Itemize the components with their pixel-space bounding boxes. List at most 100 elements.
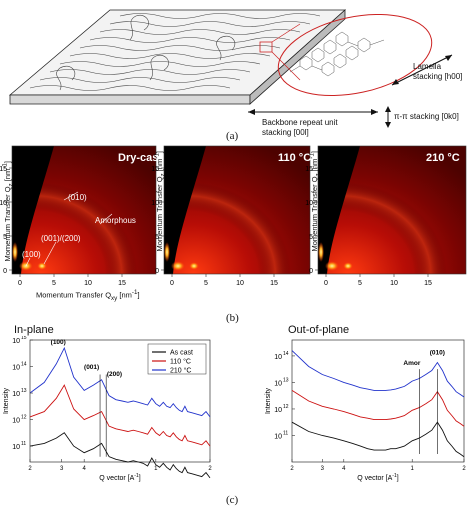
zoom-ellipse <box>277 13 433 97</box>
ytick-exponent: 14 <box>283 351 289 357</box>
map-ytick-label: 0 <box>155 268 159 275</box>
film-slab-front <box>9 94 251 105</box>
spot-200 <box>189 262 199 270</box>
map-xtick-label: 10 <box>236 280 244 287</box>
ytick-label: 10 <box>274 433 282 440</box>
map-ylabel-3: Momentum Transfer Qz [nm-1] <box>308 151 322 252</box>
series-line-1 <box>291 390 465 427</box>
map-ytick-label: 15 <box>0 166 7 173</box>
panel-b-label: (b) <box>226 312 239 324</box>
legend-label-2: 210 °C <box>170 367 191 375</box>
lamella-label: Lamella <box>413 62 442 71</box>
polymer-chains <box>29 13 321 91</box>
xtick-label: 2 <box>28 466 32 472</box>
pointer-amorphous <box>99 213 113 225</box>
gixd-map-0: 0 5 10 15 0 5 10 15 <box>0 145 157 287</box>
annot-010: (010) <box>68 193 87 202</box>
zoom-box <box>259 41 273 53</box>
xtick-label: 2 <box>462 466 466 472</box>
ytick-label: 10 <box>274 380 282 387</box>
ytick-exponent: 15 <box>21 336 27 341</box>
missing-wedge <box>12 146 54 274</box>
yaxis-label: Intensity <box>265 387 272 414</box>
ytick-label: 10 <box>12 418 20 425</box>
map-ytick-label: 10 <box>0 200 7 207</box>
pointer-010 <box>63 191 79 201</box>
annot-001-200: (001)/(200) <box>41 234 81 243</box>
xaxis-label-sup: -1 <box>134 473 139 479</box>
xtick-label: 3 <box>321 466 325 472</box>
map-ytick-label: 15 <box>305 166 313 173</box>
xtick-label: 4 <box>342 466 346 472</box>
yaxis-label: Intensity <box>3 387 10 414</box>
ytick-label: 10 <box>274 407 282 414</box>
annot-amorphous: Amorphous <box>95 216 136 225</box>
map-ytick-label: 5 <box>309 234 313 241</box>
legend-label-0: As cast <box>170 350 193 357</box>
map-xtick-label: 5 <box>204 280 208 287</box>
series-line-1 <box>29 384 211 447</box>
xtick-label: 2 <box>290 466 294 472</box>
map-ylabel-2: Momentum Transfer Qz [nm-1] <box>153 151 167 252</box>
peak-label-0: (100) <box>51 339 66 346</box>
ytick-label: 10 <box>12 365 20 372</box>
ytick-label: 10 <box>12 444 20 451</box>
map-frame <box>163 145 311 275</box>
molecule-sketch <box>289 31 385 77</box>
map-xtick-label: 15 <box>270 280 278 287</box>
spot-100 <box>325 261 339 271</box>
series-line-2 <box>291 350 465 398</box>
xaxis-label-end: ] <box>139 475 141 482</box>
panel-b-maps: 0 5 10 15 0 5 10 15 0 5 10 15 0 5 10 15 0 5 10 15 0 5 10 15 <box>0 145 467 287</box>
missing-wedge <box>164 146 206 274</box>
xaxis-label: Q vector [A-1] <box>357 473 398 482</box>
gixd-map-1: 0 5 10 15 0 5 10 15 <box>151 145 311 287</box>
map-title-110: 110 °C <box>278 152 312 164</box>
ytick-exponent: 14 <box>21 362 27 368</box>
outofplane-title: Out-of-plane <box>288 324 350 336</box>
xtick-label: 3 <box>60 466 64 472</box>
inplane-title: In-plane <box>14 324 54 336</box>
backbone-caption: Backbone repeat unit stacking [00l] <box>262 118 338 138</box>
backbone-label: Backbone repeat unit <box>262 118 338 127</box>
ytick-exponent: 12 <box>21 415 27 421</box>
ytick-label: 10 <box>274 354 282 361</box>
map-ytick-label: 10 <box>151 200 159 207</box>
annot-100: (100) <box>22 250 41 259</box>
map-frame <box>11 145 157 275</box>
series-line-0 <box>29 432 211 479</box>
map-xtick-label: 5 <box>358 280 362 287</box>
spot-010 <box>12 242 18 262</box>
map-xtick-label: 0 <box>170 280 174 287</box>
xtick-label: 1 <box>154 466 158 472</box>
panel-c-label: (c) <box>226 494 239 506</box>
map-ytick-label: 0 <box>309 268 313 275</box>
panel-a-label: (a) <box>226 130 239 142</box>
backbone-stacking-label: stacking [00l] <box>262 128 309 137</box>
spot-200 <box>343 262 353 270</box>
panel-a-illustration <box>8 9 453 128</box>
spot-010 <box>164 242 170 262</box>
xtick-label: 4 <box>83 466 87 472</box>
lamella-arrow <box>391 54 453 86</box>
lamella-caption: Lamella stacking [h00] <box>413 62 462 82</box>
peak-label-2: (200) <box>107 371 122 378</box>
xaxis-label-end: ] <box>397 475 399 482</box>
series-line-0 <box>291 421 465 458</box>
legend-box <box>147 343 207 375</box>
ytick-exponent: 13 <box>283 377 289 383</box>
ytick-label: 10 <box>12 338 20 345</box>
map-xlabel: Momentum Transfer Qxy [nm-1] <box>36 289 140 302</box>
plot-frame <box>291 339 465 463</box>
missing-wedge <box>318 146 360 274</box>
ytick-exponent: 11 <box>283 430 288 436</box>
map-ytick-label: 5 <box>3 234 7 241</box>
map-xtick-label: 0 <box>18 280 22 287</box>
map-xtick-label: 15 <box>118 280 126 287</box>
map-xtick-label: 10 <box>84 280 92 287</box>
map-ylabel: Momentum Transfer Qz [nm-1] <box>1 161 15 262</box>
map-ytick-label: 15 <box>151 166 159 173</box>
map-ytick-label: 5 <box>155 234 159 241</box>
